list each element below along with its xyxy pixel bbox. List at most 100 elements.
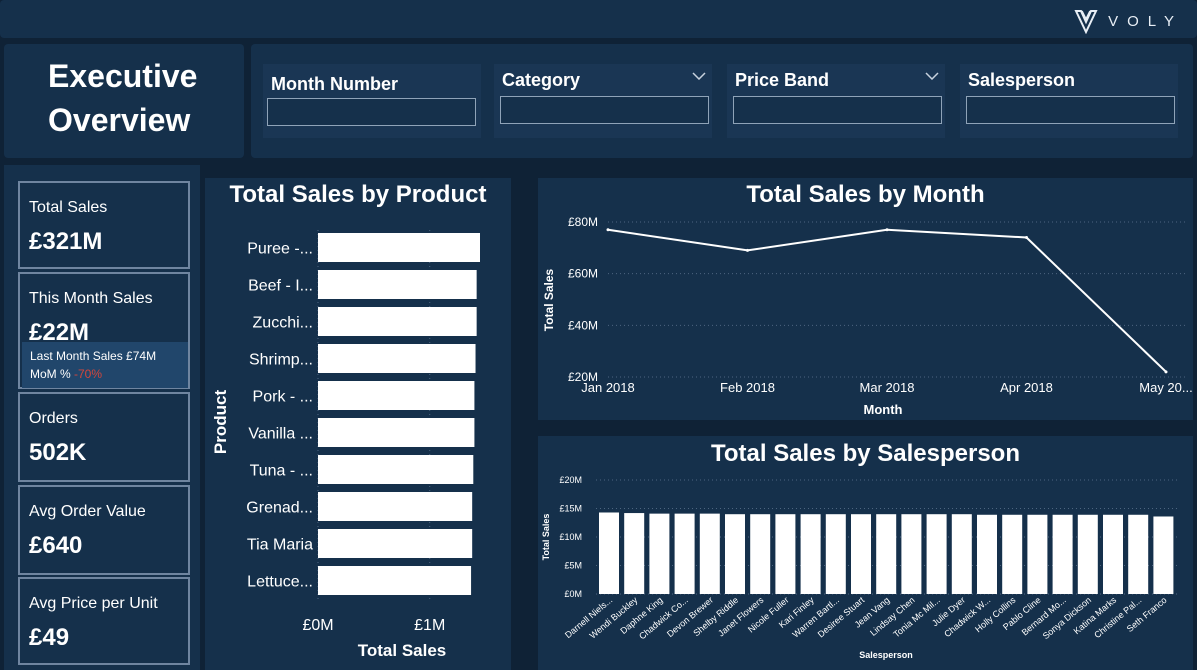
x-tick-label: Apr 2018 <box>1000 380 1053 395</box>
category-select[interactable] <box>500 96 709 124</box>
x-tick-label: Jan 2018 <box>581 380 635 395</box>
salesperson-bar <box>851 514 871 594</box>
salesperson-bar <box>1153 516 1174 594</box>
salesperson-bar <box>825 514 846 594</box>
salesperson-bar <box>649 513 670 594</box>
product-bar <box>318 492 473 521</box>
filter-month-number: Month Number <box>263 64 481 138</box>
salesperson-bar <box>699 513 720 594</box>
y-tick-label: £0M <box>564 589 582 599</box>
month-number-input[interactable] <box>267 98 476 126</box>
kpi-value: 502K <box>29 439 87 466</box>
salesperson-bar <box>901 514 922 594</box>
filter-label: Month Number <box>271 74 398 94</box>
y-tick-label: £80M <box>568 215 598 229</box>
salesperson-bar <box>1128 514 1149 594</box>
filter-price-band: Price Band <box>727 64 945 138</box>
x-tick-label: £1M <box>414 617 445 634</box>
product-bar <box>318 418 475 447</box>
y-tick-label: £10M <box>559 532 582 542</box>
x-tick-label: £0M <box>302 617 333 634</box>
voly-logo-icon <box>1074 10 1098 34</box>
mom-value: -70% <box>74 367 103 381</box>
x-tick-label: Feb 2018 <box>720 380 775 395</box>
line-point <box>606 228 610 232</box>
brand-logo: VOLY <box>1074 8 1183 34</box>
kpi-value: £321M <box>29 228 103 255</box>
kpi-label: Avg Order Value <box>29 503 146 520</box>
product-bar <box>318 381 475 410</box>
y-tick-label: Puree -... <box>247 241 313 258</box>
salesperson-bar <box>951 514 972 594</box>
kpi-value: £640 <box>29 532 83 559</box>
filter-category: Category <box>494 64 712 138</box>
x-axis-title: Month <box>864 402 903 417</box>
kpi-avg-order-value: Avg Order Value £640 <box>18 485 190 575</box>
kpi-total-sales: Total Sales £321M <box>18 181 190 269</box>
product-bar <box>318 270 477 299</box>
price-band-select[interactable] <box>733 96 942 124</box>
last-month-sales: Last Month Sales £74M <box>30 349 157 363</box>
chevron-down-icon[interactable] <box>925 72 939 80</box>
salesperson-bar <box>624 513 645 594</box>
filter-label: Salesperson <box>968 70 1076 90</box>
salesperson-bar <box>800 514 821 594</box>
y-tick-label: £5M <box>564 561 582 571</box>
y-tick-label: Shrimp... <box>249 352 313 369</box>
y-axis-title: Product <box>211 390 230 455</box>
page-title-line1: Executive <box>48 58 198 94</box>
filter-bar: Month Number Category Price Band Salespe… <box>251 44 1193 158</box>
product-chart-panel: Total Sales by Product £0M £1M Puree -... B… <box>205 178 511 670</box>
line-point <box>1164 370 1168 374</box>
y-tick-label: Tia Maria <box>247 537 313 554</box>
salesperson-bar <box>1027 514 1048 594</box>
x-tick-label: May 20... <box>1139 380 1192 395</box>
salesperson-bar <box>1002 514 1023 594</box>
salesperson-bar <box>1077 514 1098 594</box>
filter-salesperson: Salesperson <box>960 64 1178 138</box>
salesperson-bar <box>1052 514 1073 594</box>
kpi-this-month-sales: This Month Sales £22M Last Month Sales £… <box>18 272 190 389</box>
kpi-orders: Orders 502K <box>18 392 190 482</box>
y-tick-label: £15M <box>559 504 582 514</box>
y-tick-label: Grenad... <box>246 500 313 517</box>
salesperson-bar <box>926 514 947 594</box>
kpi-value: £22M <box>29 319 90 346</box>
product-bar <box>318 307 477 336</box>
mom-label: MoM % <box>30 367 71 381</box>
salesperson-bar <box>599 512 619 594</box>
x-axis-title: Salesperson <box>859 650 913 660</box>
x-tick-label: Mar 2018 <box>860 380 915 395</box>
chevron-down-icon[interactable] <box>692 72 706 80</box>
product-bar-chart: £0M £1M Puree -... Beef - I... Zucchi... Shri… <box>211 230 480 660</box>
kpi-comparison: Last Month Sales £74M MoM % -70% <box>22 342 188 388</box>
salesperson-bar <box>750 514 771 594</box>
y-tick-label: Tuna - ... <box>250 463 313 480</box>
salesperson-bar <box>876 514 897 594</box>
chart-title: Total Sales by Product <box>229 181 487 208</box>
product-bar <box>318 455 474 484</box>
filter-label: Category <box>502 70 581 90</box>
y-tick-label: £60M <box>568 267 598 281</box>
salesperson-bar <box>1103 514 1123 594</box>
month-line-chart: £20M £40M £60M £80M Jan 2018 Feb 2018 Mar 2018… <box>542 215 1193 417</box>
filter-label: Price Band <box>735 70 830 90</box>
salesperson-bar <box>775 514 796 594</box>
kpi-label: Total Sales <box>29 199 108 216</box>
salesperson-bar <box>725 514 745 594</box>
salesperson-bar <box>674 513 695 594</box>
month-chart-panel: Total Sales by Month £20M £40M £60M £80M Jan… <box>538 178 1193 420</box>
y-tick-label: £20M <box>568 370 598 384</box>
page-title: Executive Overview <box>48 54 197 142</box>
salesperson-input[interactable] <box>966 96 1175 124</box>
y-tick-label: Lettuce... <box>247 574 313 591</box>
y-tick-label: Beef - I... <box>248 278 313 295</box>
line-point <box>746 248 749 252</box>
salesperson-chart-panel: Total Sales by Salesperson £0M £5M £10M £15… <box>538 436 1193 670</box>
top-bar: VOLY <box>0 0 1197 38</box>
y-tick-label: £40M <box>568 318 598 332</box>
y-axis-title: Total Sales <box>542 268 556 331</box>
line-point <box>885 228 889 232</box>
chart-title: Total Sales by Month <box>746 181 985 208</box>
chart-title: Total Sales by Salesperson <box>710 440 1020 467</box>
